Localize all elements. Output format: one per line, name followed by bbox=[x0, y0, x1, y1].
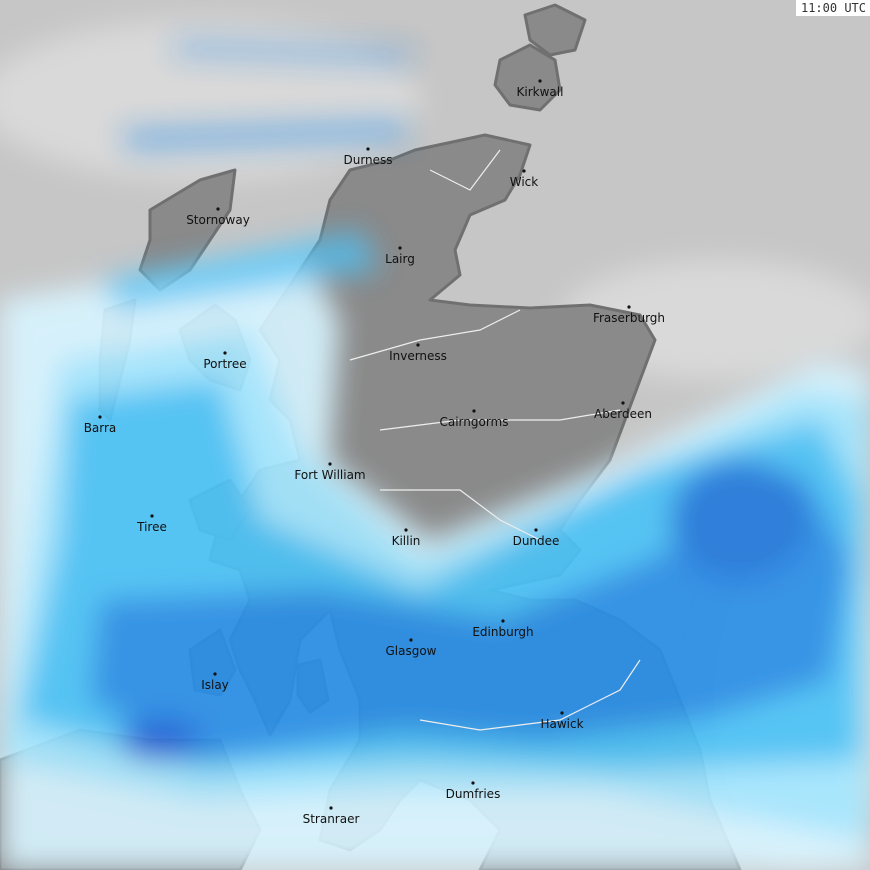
city-dot bbox=[216, 207, 220, 211]
city-islay: Islay bbox=[201, 672, 229, 692]
city-label: Islay bbox=[201, 678, 229, 692]
city-dot bbox=[627, 305, 631, 309]
city-tiree: Tiree bbox=[136, 514, 167, 534]
city-dot bbox=[398, 246, 402, 250]
city-dundee: Dundee bbox=[513, 528, 560, 548]
city-edinburgh: Edinburgh bbox=[472, 619, 534, 639]
orkney bbox=[493, 43, 562, 112]
city-dot bbox=[404, 528, 408, 532]
city-stornoway: Stornoway bbox=[186, 207, 250, 227]
city-label: Wick bbox=[510, 175, 539, 189]
city-fort-william: Fort William bbox=[294, 462, 366, 482]
city-dot bbox=[150, 514, 154, 518]
city-dot bbox=[213, 672, 217, 676]
city-glasgow: Glasgow bbox=[385, 638, 437, 658]
city-stranraer: Stranraer bbox=[303, 806, 360, 826]
city-fraserburgh: Fraserburgh bbox=[593, 305, 665, 325]
city-lairg: Lairg bbox=[385, 246, 415, 266]
city-dot bbox=[329, 806, 333, 810]
city-label: Lairg bbox=[385, 252, 415, 266]
city-label: Stranraer bbox=[303, 812, 360, 826]
city-label: Kirkwall bbox=[517, 85, 564, 99]
rivers bbox=[349, 149, 641, 731]
city-label: Dumfries bbox=[446, 787, 501, 801]
city-kirkwall: Kirkwall bbox=[517, 79, 564, 99]
city-dot bbox=[366, 147, 370, 151]
city-markers: Kirkwall Durness Wick Stornoway Lairg Fraserb… bbox=[84, 79, 665, 826]
city-label: Dundee bbox=[513, 534, 560, 548]
city-label: Hawick bbox=[540, 717, 583, 731]
city-dumfries: Dumfries bbox=[446, 781, 501, 801]
isle-of-lewis bbox=[138, 168, 237, 292]
city-dot bbox=[538, 79, 542, 83]
city-killin: Killin bbox=[392, 528, 421, 548]
city-dot bbox=[534, 528, 538, 532]
city-label: Portree bbox=[203, 357, 246, 371]
city-hawick: Hawick bbox=[540, 711, 584, 731]
shetland-south bbox=[523, 3, 587, 57]
city-wick: Wick bbox=[510, 169, 539, 189]
city-label: Barra bbox=[84, 421, 117, 435]
city-label: Durness bbox=[343, 153, 392, 167]
city-portree: Portree bbox=[203, 351, 247, 371]
city-label: Fort William bbox=[294, 468, 365, 482]
city-cairngorms: Cairngorms bbox=[439, 409, 509, 429]
city-dot bbox=[98, 415, 102, 419]
timestamp-label: 11:00 UTC bbox=[795, 0, 870, 16]
city-label: Tiree bbox=[136, 520, 167, 534]
city-dot bbox=[223, 351, 227, 355]
city-durness: Durness bbox=[343, 147, 393, 167]
city-label: Fraserburgh bbox=[593, 311, 665, 325]
city-label: Aberdeen bbox=[594, 407, 652, 421]
city-label: Stornoway bbox=[186, 213, 250, 227]
city-label: Killin bbox=[392, 534, 421, 548]
city-dot bbox=[621, 401, 625, 405]
city-aberdeen: Aberdeen bbox=[594, 401, 652, 421]
city-label: Inverness bbox=[389, 349, 447, 363]
city-dot bbox=[522, 169, 526, 173]
city-dot bbox=[501, 619, 505, 623]
city-dot bbox=[471, 781, 475, 785]
city-label: Cairngorms bbox=[439, 415, 508, 429]
city-barra: Barra bbox=[84, 415, 117, 435]
city-inverness: Inverness bbox=[389, 343, 447, 363]
city-label: Edinburgh bbox=[472, 625, 533, 639]
city-dot bbox=[409, 638, 413, 642]
city-dot bbox=[472, 409, 476, 413]
city-dot bbox=[560, 711, 564, 715]
city-label: Glasgow bbox=[385, 644, 436, 658]
rain-layer bbox=[0, 40, 870, 870]
city-dot bbox=[328, 462, 332, 466]
city-dot bbox=[416, 343, 420, 347]
